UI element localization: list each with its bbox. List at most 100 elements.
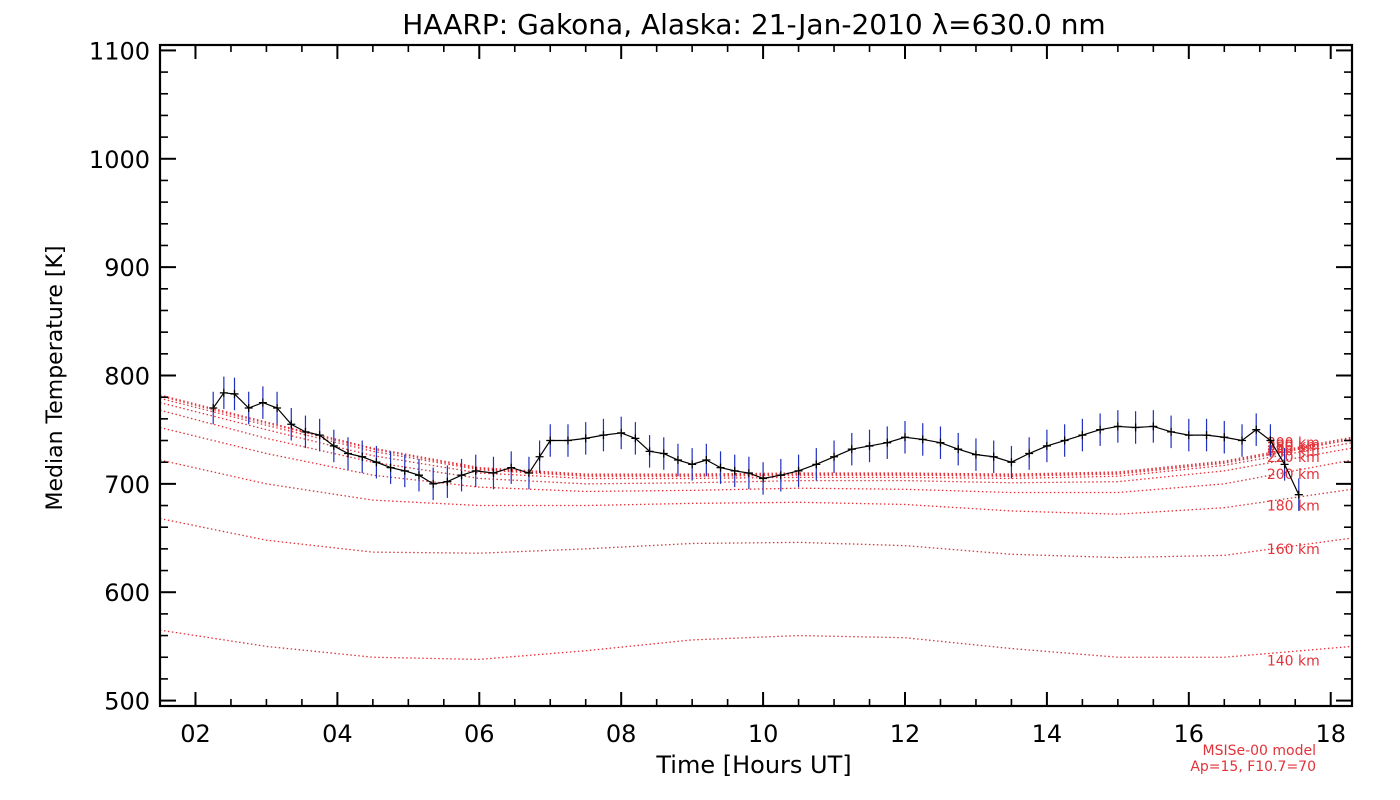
data-point — [429, 479, 438, 488]
data-point — [329, 441, 338, 450]
data-point — [1280, 460, 1289, 469]
x-tick-label: 14 — [1032, 720, 1063, 748]
data-point — [258, 398, 267, 407]
data-point — [865, 441, 874, 450]
data-point — [301, 427, 310, 436]
y-tick-label: 700 — [104, 471, 150, 499]
axes-layer: 02 04 06 08 10 12 14 16 18 500 600 700 800 900 1000 110… — [89, 37, 1354, 748]
model-label-140-km: 140 km — [1267, 653, 1320, 669]
x-tick-label: 08 — [606, 720, 637, 748]
data-point — [1096, 425, 1105, 434]
data-point — [315, 431, 324, 440]
data-point — [400, 466, 409, 475]
data-point — [546, 436, 555, 445]
x-tick-label: 02 — [180, 720, 211, 748]
y-tick-label: 900 — [104, 254, 150, 282]
x-tick-label: 12 — [890, 720, 921, 748]
data-point — [414, 471, 423, 480]
data-point — [617, 428, 626, 437]
data-point — [273, 404, 282, 413]
x-tick-label: 16 — [1174, 720, 1205, 748]
data-point — [1252, 425, 1261, 434]
error-bars-layer — [212, 376, 1300, 511]
x-tick-label: 10 — [748, 720, 779, 748]
model-line-240-km — [159, 401, 1353, 480]
data-point — [954, 445, 963, 454]
data-point — [219, 388, 228, 397]
data-point — [1007, 458, 1016, 467]
data-point — [507, 463, 516, 472]
data-point — [1113, 422, 1122, 431]
data-point — [581, 434, 590, 443]
model-label-200-km: 200 km — [1267, 467, 1320, 483]
data-point — [702, 456, 711, 465]
data-point — [744, 469, 753, 478]
x-axis-label: Time [Hours UT] — [655, 751, 851, 779]
x-tick-label: 18 — [1315, 720, 1346, 748]
x-tick-label: 04 — [322, 720, 353, 748]
data-point — [386, 463, 395, 472]
data-point — [1078, 431, 1087, 440]
data-point — [730, 466, 739, 475]
measured-series-layer — [209, 388, 1303, 499]
data-point — [918, 435, 927, 444]
data-point — [1131, 423, 1140, 432]
data-point — [794, 466, 803, 475]
data-point — [776, 471, 785, 480]
data-point — [1266, 436, 1275, 445]
data-point — [883, 438, 892, 447]
model-label-300-km: 300 km — [1267, 436, 1320, 452]
data-point — [1149, 422, 1158, 431]
data-point — [244, 404, 253, 413]
data-point — [812, 460, 821, 469]
model-line-180-km — [159, 459, 1353, 515]
data-point — [1294, 490, 1303, 499]
data-point — [1220, 433, 1229, 442]
data-point — [471, 466, 480, 475]
data-point — [344, 449, 353, 458]
model-label-180-km: 180 km — [1267, 499, 1320, 515]
data-point — [901, 433, 909, 442]
data-point — [673, 456, 682, 465]
data-point — [535, 452, 544, 461]
data-point — [372, 458, 381, 467]
model-line-300-km — [159, 394, 1353, 475]
data-point — [1042, 441, 1051, 450]
y-axis-label: Median Temperature [K] — [43, 246, 68, 511]
data-point — [599, 431, 608, 440]
data-point — [457, 471, 466, 480]
model-label-220-km: 220 km — [1267, 450, 1320, 466]
data-point — [489, 469, 498, 478]
model-label-280-km: 280 km — [1267, 438, 1320, 454]
model-line-280-km — [159, 395, 1353, 476]
data-point — [230, 389, 239, 398]
y-tick-label: 500 — [104, 688, 150, 716]
x-tick-label: 06 — [464, 720, 495, 748]
data-point — [524, 469, 533, 478]
data-point — [936, 438, 945, 447]
data-point — [563, 436, 572, 445]
data-point — [989, 452, 998, 461]
data-point — [287, 420, 296, 429]
model-params-note: Ap=15, F10.7=70 — [1190, 759, 1316, 775]
plot-frame — [158, 43, 1354, 708]
data-point — [716, 463, 725, 472]
model-label-260-km: 260 km — [1267, 440, 1320, 456]
model-line-140-km — [159, 629, 1353, 661]
data-point — [1025, 449, 1034, 458]
model-line-260-km — [159, 397, 1353, 477]
data-point — [688, 460, 697, 469]
data-point — [645, 447, 654, 456]
data-point — [358, 452, 367, 461]
y-tick-label: 1100 — [89, 37, 150, 65]
data-point — [1184, 431, 1193, 440]
data-point — [209, 404, 218, 413]
data-point — [847, 445, 856, 454]
model-line-160-km — [159, 517, 1353, 559]
data-point — [631, 434, 640, 443]
data-point — [659, 449, 668, 458]
y-tick-label: 600 — [104, 579, 150, 607]
